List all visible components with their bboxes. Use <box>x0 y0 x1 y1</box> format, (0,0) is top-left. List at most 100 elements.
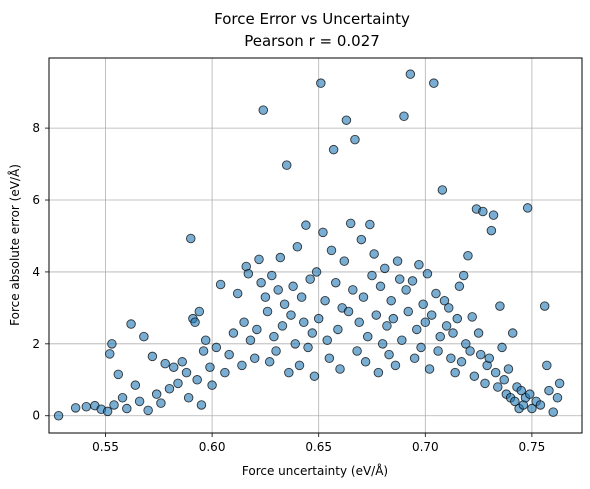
data-point <box>486 225 497 236</box>
data-point <box>81 402 92 412</box>
x-tick-label: 0.75 <box>519 440 546 454</box>
data-point <box>375 281 386 292</box>
data-point <box>284 367 294 378</box>
data-point <box>339 256 350 266</box>
data-point <box>356 234 367 245</box>
data-point <box>322 335 332 345</box>
data-point <box>105 349 115 359</box>
x-axis-label: Force uncertainty (eV/Å) <box>242 463 388 478</box>
data-point <box>239 317 249 328</box>
data-point <box>429 78 439 88</box>
data-point <box>403 306 413 317</box>
data-point <box>397 335 407 345</box>
data-point <box>548 407 558 417</box>
data-point <box>345 218 356 229</box>
data-point <box>388 313 399 324</box>
data-point <box>399 111 409 121</box>
data-point <box>473 328 484 338</box>
data-point <box>279 299 290 310</box>
data-point <box>507 328 518 338</box>
data-point <box>211 342 222 353</box>
data-point <box>490 367 501 378</box>
data-point <box>260 292 271 302</box>
data-point <box>452 313 463 324</box>
data-point <box>294 360 305 371</box>
data-point <box>420 317 431 328</box>
data-point <box>525 389 535 399</box>
data-point <box>190 317 200 328</box>
data-point <box>448 328 458 338</box>
data-point <box>181 367 192 378</box>
x-tick-label: 0.65 <box>305 440 332 454</box>
data-point <box>237 360 247 371</box>
data-point <box>254 254 264 265</box>
data-point <box>405 69 416 79</box>
data-point <box>488 210 499 220</box>
data-point <box>324 353 335 363</box>
y-axis-label: Force absolute error (eV/Å) <box>7 164 22 326</box>
data-point <box>444 303 454 313</box>
data-point <box>109 400 119 410</box>
data-point <box>318 227 328 238</box>
data-point <box>177 357 187 367</box>
data-point <box>333 324 343 335</box>
data-point <box>288 281 298 292</box>
data-point <box>316 78 326 88</box>
data-point <box>53 410 64 421</box>
data-point <box>309 371 320 381</box>
data-point <box>441 321 452 331</box>
data-point <box>475 349 486 360</box>
data-point <box>305 274 315 284</box>
data-point <box>173 378 183 389</box>
data-point <box>392 256 403 266</box>
data-point <box>461 339 471 349</box>
data-point <box>454 281 465 292</box>
data-point <box>252 324 262 335</box>
y-tick-label: 6 <box>32 193 40 207</box>
data-point <box>414 259 424 270</box>
data-point <box>186 233 196 244</box>
data-point <box>220 367 230 378</box>
data-point <box>358 292 369 302</box>
data-point <box>465 346 475 356</box>
data-point <box>273 285 283 295</box>
data-point <box>102 406 113 417</box>
y-tick-label: 2 <box>32 337 40 351</box>
data-point <box>394 274 405 284</box>
data-point <box>544 385 554 396</box>
plot-frame <box>48 57 583 434</box>
data-point <box>367 270 377 281</box>
data-point <box>215 279 226 290</box>
data-point <box>70 403 81 413</box>
data-point <box>365 219 375 230</box>
data-point <box>426 310 437 320</box>
data-point <box>331 277 341 288</box>
data-point <box>296 292 307 302</box>
x-tick-label: 0.70 <box>412 440 439 454</box>
data-point <box>433 346 443 356</box>
data-point <box>269 331 279 342</box>
data-point <box>435 331 445 342</box>
data-point <box>151 389 162 399</box>
data-point <box>495 301 505 311</box>
data-point <box>198 346 209 356</box>
data-point <box>341 115 352 125</box>
data-point <box>156 398 166 408</box>
data-point <box>554 378 565 389</box>
data-point <box>467 312 477 322</box>
data-point <box>192 375 202 385</box>
data-point <box>134 396 145 407</box>
ticks-layer: 0.55 0.60 0.65 0.70 0.75 0 2 4 6 8 <box>32 121 545 454</box>
data-point <box>348 285 358 295</box>
data-point <box>307 328 318 338</box>
data-point <box>497 342 507 353</box>
data-point <box>401 285 411 295</box>
data-point <box>126 319 136 329</box>
data-point <box>390 360 401 371</box>
data-point <box>275 252 286 263</box>
data-point <box>143 405 153 416</box>
data-point <box>160 358 170 369</box>
data-point <box>194 306 205 317</box>
points-layer <box>53 69 565 421</box>
